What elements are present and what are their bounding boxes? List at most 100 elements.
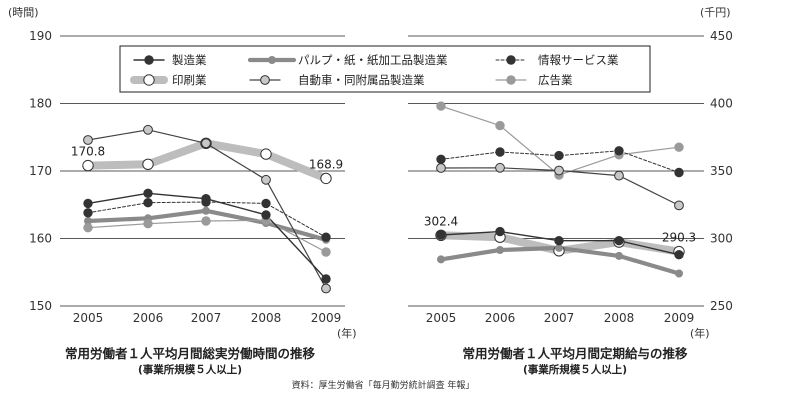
left-chart-title: 常用労働者１人平均月間総実労働時間の推移	[65, 346, 316, 361]
right-point-series-1	[495, 226, 505, 237]
right-point-series-2	[675, 269, 683, 278]
right-y-tick-label: 250	[710, 299, 733, 313]
left-point-series-5	[83, 135, 93, 145]
left-chart-subtitle: (事業所規模５人以上)	[138, 363, 242, 376]
right-chart-title: 常用労働者１人平均月間定期給与の推移	[462, 346, 688, 361]
left-point-series-1	[83, 198, 93, 209]
right-y-tick-label: 450	[710, 29, 733, 43]
legend-label-series-1: 製造業	[172, 53, 207, 67]
right-y-tick-label: 400	[710, 97, 733, 111]
right-point-series-2	[437, 255, 445, 264]
legend-marker-series-6	[506, 75, 516, 85]
right-x-unit-label: (年)	[690, 326, 710, 340]
right-x-tick-label: 2008	[604, 311, 635, 325]
left-point-series-1	[201, 194, 211, 204]
left-point-series-4	[260, 148, 272, 160]
left-x-tick-label: 2008	[251, 311, 282, 325]
source-note: 資料：厚生労働省「毎月勤労統計調査 年報」	[292, 379, 475, 391]
right-line-series-3	[440, 150, 680, 173]
right-point-series-3	[495, 147, 505, 157]
left-point-series-6	[321, 247, 331, 257]
right-point-series-6	[495, 120, 505, 131]
left-point-series-4	[142, 158, 154, 171]
left-point-series-2	[202, 206, 210, 215]
left-y-tick-label: 150	[29, 299, 52, 313]
right-data-label: 290.3	[662, 231, 696, 245]
left-point-series-1	[321, 274, 331, 284]
legend-label-series-3: 情報サービス業	[538, 53, 619, 67]
left-line-series-3	[87, 201, 327, 238]
left-x-tick-label: 2006	[133, 311, 164, 325]
left-x-unit-label: (年)	[337, 326, 357, 340]
right-x-tick-label: 2006	[485, 311, 516, 325]
left-y-unit-label: (時間)	[8, 6, 39, 19]
right-y-tick-label: 300	[710, 232, 733, 246]
right-point-series-5	[554, 165, 564, 176]
left-point-series-3	[143, 198, 153, 208]
left-point-series-1	[261, 210, 271, 220]
left-point-series-3	[83, 208, 93, 218]
right-y-tick-label: 350	[710, 164, 733, 178]
left-point-series-3	[261, 198, 271, 209]
right-x-tick-label: 2005	[426, 311, 457, 325]
right-point-series-2	[555, 243, 563, 252]
left-y-tick-label: 190	[29, 29, 52, 43]
right-chart-subtitle: (事業所規模５人以上)	[523, 363, 627, 376]
left-point-series-3	[321, 232, 331, 242]
left-x-tick-label: 2009	[311, 311, 342, 325]
right-line-series-6	[440, 105, 680, 176]
right-point-series-3	[554, 150, 564, 161]
right-point-series-3	[436, 154, 446, 165]
legend-box	[119, 45, 651, 93]
legend-label-series-2: パルプ・紙・紙加工品製造業	[298, 53, 448, 67]
left-x-tick-label: 2007	[191, 311, 222, 325]
left-y-tick-label: 180	[29, 97, 52, 111]
left-x-tick-label: 2005	[73, 311, 104, 325]
right-point-series-2	[615, 251, 623, 260]
left-point-series-1	[143, 188, 153, 199]
legend-marker-series-1	[144, 55, 154, 65]
right-point-series-3	[674, 167, 684, 178]
chart-left-panel: 150 160 170 180 190 (時間) 2005 2006 2007 2008 2009(…	[8, 6, 357, 340]
left-point-series-5	[201, 138, 211, 149]
legend-label-series-5: 自動車・同附属品製造業	[298, 73, 425, 87]
right-point-series-3	[614, 146, 624, 156]
legend-marker-series-5	[260, 75, 270, 85]
left-data-label: 170.8	[71, 145, 105, 159]
left-point-series-5	[321, 283, 331, 294]
legend-marker-series-3	[506, 55, 516, 65]
right-point-series-1	[554, 236, 564, 246]
left-data-label: 168.9	[309, 157, 343, 171]
right-point-series-1	[674, 250, 684, 260]
right-point-series-2	[496, 246, 504, 254]
right-point-series-5	[495, 162, 505, 173]
left-point-series-6	[201, 216, 211, 226]
right-point-series-5	[614, 170, 624, 181]
legend-marker-series-2	[268, 56, 276, 64]
right-x-tick-label: 2007	[544, 311, 575, 325]
right-point-series-1	[614, 236, 624, 246]
left-point-series-5	[261, 174, 271, 185]
left-point-series-5	[143, 124, 153, 135]
right-point-series-5	[436, 163, 446, 173]
left-y-tick-label: 160	[29, 232, 52, 246]
left-y-tick-label: 170	[29, 164, 52, 178]
right-data-label: 302.4	[424, 214, 458, 228]
left-point-series-4	[320, 172, 332, 185]
legend-label-series-4: 印刷業	[172, 73, 207, 87]
right-point-series-6	[674, 142, 684, 152]
right-y-unit-label: (千円)	[700, 6, 731, 19]
left-point-series-4	[82, 159, 94, 172]
left-point-series-6	[83, 223, 93, 233]
right-point-series-5	[674, 200, 684, 211]
right-x-tick-label: 2009	[664, 311, 695, 325]
right-point-series-6	[436, 101, 446, 111]
left-point-series-6	[143, 219, 153, 229]
legend-label-series-6: 広告業	[538, 73, 573, 87]
right-point-series-1	[436, 230, 446, 240]
chart-right-panel: 250 300 350 400 450 (千円) 2005 2006 2007 2008 2009(…	[408, 6, 733, 340]
legend-marker-series-4	[143, 74, 155, 86]
